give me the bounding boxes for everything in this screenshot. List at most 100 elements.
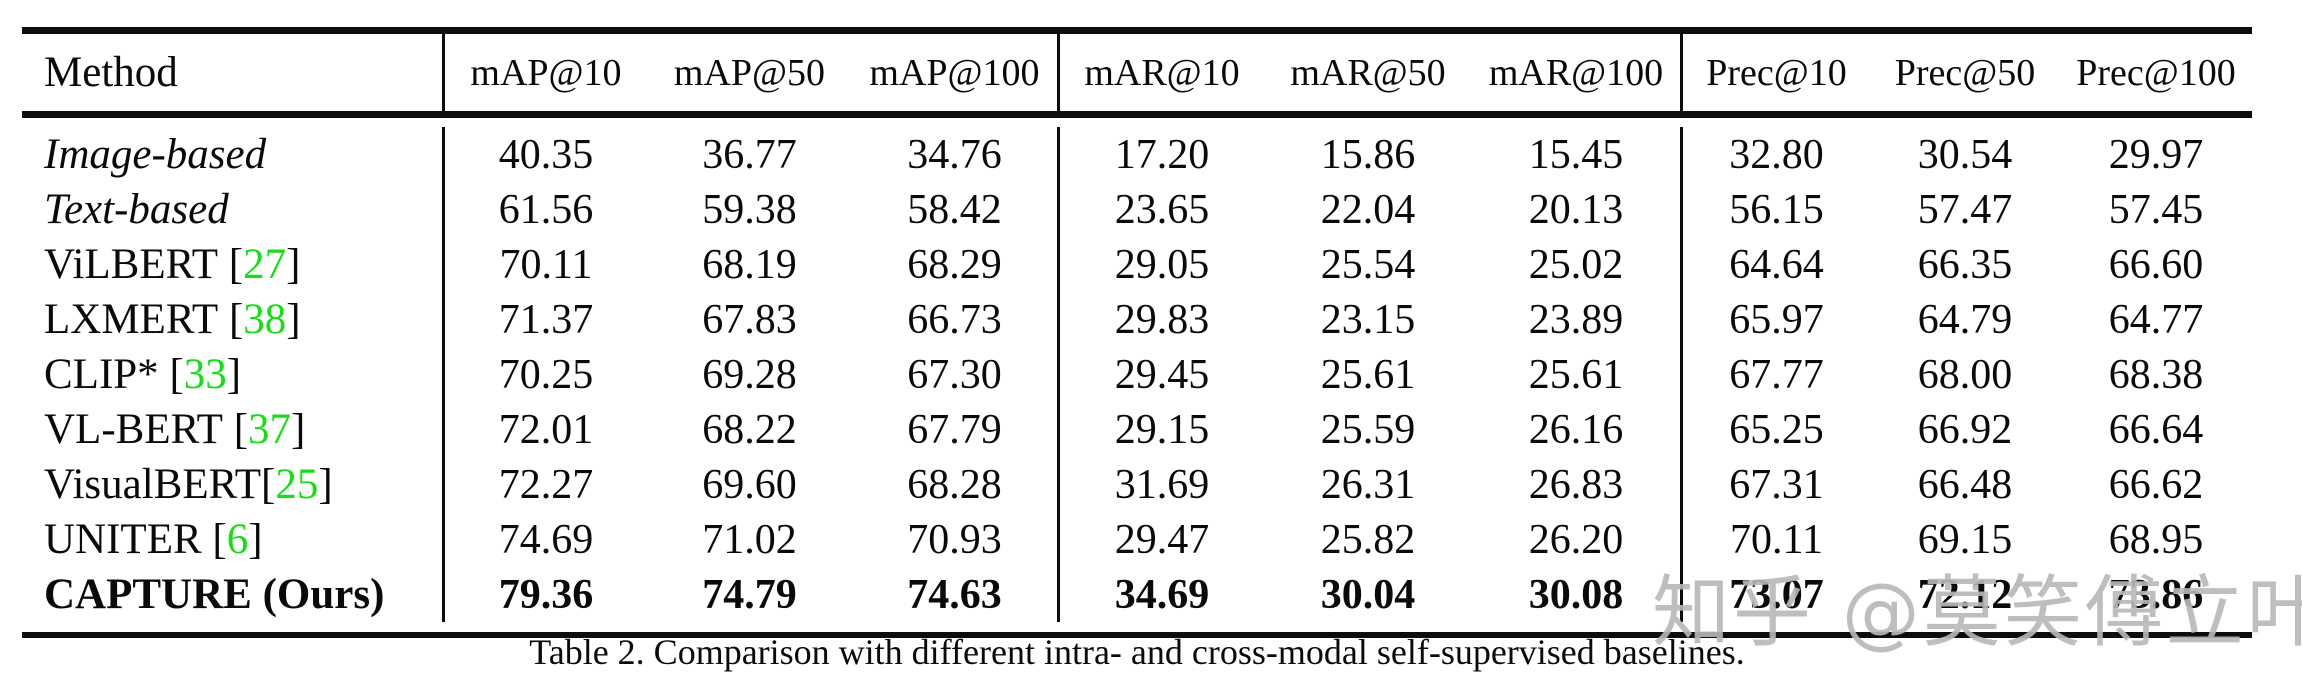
- method-cell: Image-based: [22, 127, 442, 182]
- value-cell: 66.48: [1917, 461, 2013, 508]
- method-cell: VL-BERT [37]: [22, 402, 442, 457]
- value-cell: 73.86: [2108, 571, 2204, 618]
- value-cell: 61.56: [442, 182, 647, 237]
- value-cell: 20.13: [1528, 186, 1624, 233]
- column-header: mAP@10: [442, 34, 647, 111]
- value-cell: 66.62: [2108, 461, 2204, 508]
- method-name: CAPTURE (Ours): [44, 571, 385, 618]
- value-cell: 67.79: [907, 406, 1002, 453]
- citation-number: 33: [183, 351, 227, 398]
- value-cell: 70.11: [1680, 512, 1870, 567]
- method-cell: LXMERT [38]: [22, 292, 442, 347]
- table-row: VisualBERT[25] 72.27 69.60 68.28 31.69 26.31 2…: [22, 457, 2252, 512]
- value-cell: 68.28: [907, 461, 1002, 508]
- value-cell: 67.77: [1680, 347, 1870, 402]
- method-name: Image-based: [44, 131, 267, 178]
- value-cell: 69.15: [1917, 516, 2013, 563]
- citation-bracket: ]: [248, 516, 263, 563]
- method-column-header: Method: [44, 49, 178, 96]
- method-name: UNITER: [44, 516, 202, 563]
- value-cell: 68.95: [2108, 516, 2204, 563]
- value-cell: 66.73: [907, 296, 1002, 343]
- value-cell: 30.04: [1320, 571, 1416, 618]
- citation-bracket: ]: [286, 241, 301, 288]
- value-cell: 56.15: [1680, 182, 1870, 237]
- value-cell: 15.86: [1320, 131, 1416, 178]
- value-cell: 32.80: [1680, 127, 1870, 182]
- citation-bracket: [: [261, 461, 276, 508]
- value-cell: 67.31: [1680, 457, 1870, 512]
- value-cell: 65.25: [1680, 402, 1870, 457]
- value-cell: 69.28: [702, 351, 797, 398]
- value-cell: 64.77: [2108, 296, 2204, 343]
- method-cell: VisualBERT[25]: [22, 457, 442, 512]
- column-header: mAP@100: [869, 51, 1040, 94]
- value-cell: 65.97: [1680, 292, 1870, 347]
- value-cell: 73.07: [1680, 567, 1870, 622]
- value-cell: 74.63: [907, 571, 1002, 618]
- citation-bracket: [: [212, 516, 227, 563]
- citation-bracket: ]: [286, 296, 301, 343]
- value-cell: 23.89: [1528, 296, 1624, 343]
- value-cell: 59.38: [702, 186, 797, 233]
- column-header: mAR@100: [1488, 51, 1664, 94]
- value-cell: 74.69: [442, 512, 647, 567]
- value-cell: 25.61: [1320, 351, 1416, 398]
- value-cell: 69.60: [702, 461, 797, 508]
- value-cell: 66.92: [1917, 406, 2013, 453]
- value-cell: 25.59: [1320, 406, 1416, 453]
- citation-number: 6: [226, 516, 249, 563]
- value-cell: 70.11: [442, 237, 647, 292]
- value-cell: 79.36: [442, 567, 647, 622]
- value-cell: 25.61: [1528, 351, 1624, 398]
- value-cell: 74.79: [702, 571, 797, 618]
- value-cell: 34.69: [1057, 567, 1264, 622]
- citation-number: 38: [243, 296, 287, 343]
- value-cell: 68.19: [702, 241, 797, 288]
- citation-bracket: [: [228, 241, 244, 288]
- value-cell: 29.83: [1057, 292, 1264, 347]
- value-cell: 34.76: [907, 131, 1002, 178]
- column-header: Prec@50: [1894, 51, 2036, 94]
- value-cell: 25.54: [1320, 241, 1416, 288]
- value-cell: 67.83: [702, 296, 797, 343]
- value-cell: 71.02: [702, 516, 797, 563]
- table-row: CAPTURE (Ours) 79.36 74.79 74.63 34.69 30.04 3…: [22, 567, 2252, 622]
- value-cell: 66.64: [2108, 406, 2204, 453]
- method-cell: CLIP* [33]: [22, 347, 442, 402]
- comparison-table: Method mAP@10 mAP@50 mAP@100 mAR@10 mAR@50 mAR…: [22, 27, 2252, 638]
- value-cell: 26.83: [1528, 461, 1624, 508]
- value-cell: 31.69: [1057, 457, 1264, 512]
- table-row: LXMERT [38] 71.37 67.83 66.73 29.83 23.15 23.8…: [22, 292, 2252, 347]
- table-body: Image-based 40.35 36.77 34.76 17.20 15.86 15.4…: [22, 118, 2252, 632]
- value-cell: 58.42: [907, 186, 1002, 233]
- value-cell: 30.54: [1917, 131, 2013, 178]
- column-header: mAR@10: [1057, 34, 1264, 111]
- citation-bracket: ]: [291, 406, 306, 453]
- citation-bracket: [: [228, 296, 244, 343]
- value-cell: 64.64: [1680, 237, 1870, 292]
- value-cell: 25.82: [1320, 516, 1416, 563]
- value-cell: 26.31: [1320, 461, 1416, 508]
- citation-number: 37: [248, 406, 292, 453]
- value-cell: 66.60: [2108, 241, 2204, 288]
- value-cell: 29.05: [1057, 237, 1264, 292]
- value-cell: 15.45: [1528, 131, 1624, 178]
- citation-bracket: ]: [226, 351, 242, 398]
- method-cell: ViLBERT [27]: [22, 237, 442, 292]
- value-cell: 64.79: [1917, 296, 2013, 343]
- value-cell: 70.93: [907, 516, 1002, 563]
- method-name: VL-BERT: [44, 406, 223, 453]
- method-cell: Text-based: [22, 182, 442, 237]
- table-row: ViLBERT [27] 70.11 68.19 68.29 29.05 25.54 25.…: [22, 237, 2252, 292]
- citation-bracket: ]: [318, 461, 333, 508]
- value-cell: 17.20: [1057, 127, 1264, 182]
- value-cell: 71.37: [442, 292, 647, 347]
- citation-number: 25: [275, 461, 319, 508]
- table-row: Image-based 40.35 36.77 34.76 17.20 15.86 15.4…: [22, 127, 2252, 182]
- value-cell: 68.22: [702, 406, 797, 453]
- method-name: Text-based: [44, 186, 229, 233]
- value-cell: 29.47: [1057, 512, 1264, 567]
- table-row: Text-based 61.56 59.38 58.42 23.65 22.04 20.13…: [22, 182, 2252, 237]
- table-row: CLIP* [33] 70.25 69.28 67.30 29.45 25.61 25.61…: [22, 347, 2252, 402]
